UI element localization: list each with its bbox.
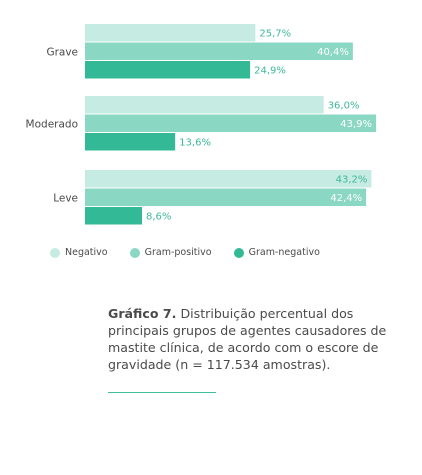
data-label-moderado-gram-positivo: 43,9% (340, 119, 372, 130)
legend-swatch-negativo (50, 247, 60, 258)
legend-label-gram-positivo: Gram-positivo (144, 247, 212, 258)
category-label-moderado: Moderado (26, 118, 78, 130)
legend-item-gram-negativo: Gram-negativo (233, 247, 320, 258)
bar-grave-gram-positivo (85, 42, 353, 60)
data-label-grave-negativo: 25,7% (259, 28, 291, 39)
data-label-moderado-gram-negativo: 13,6% (179, 137, 211, 148)
figure-caption: Gráfico 7. Distribuição percentual dos p… (108, 305, 408, 373)
legend-item-negativo: Negativo (50, 247, 108, 258)
legend-label-gram-negativo: Gram-negativo (248, 247, 320, 258)
legend-swatch-gram-negativo (233, 247, 244, 258)
data-label-leve-gram-negativo: 8,6% (146, 211, 171, 222)
bar-moderado-negativo (85, 96, 324, 114)
data-label-grave-gram-positivo: 40,4% (317, 47, 349, 58)
legend-item-gram-positivo: Gram-positivo (129, 247, 212, 258)
legend: Negativo Gram-positivo Gram-negativo (50, 247, 342, 258)
data-label-grave-gram-negativo: 24,9% (254, 65, 286, 76)
data-label-leve-gram-positivo: 42,4% (330, 193, 362, 204)
bar-chart: 25,7% 40,4% 24,9% Grave 36,0% 43,9% 13,6% Moder… (26, 24, 377, 225)
data-label-moderado-negativo: 36,0% (328, 100, 360, 111)
legend-label-negativo: Negativo (65, 247, 108, 258)
bar-grave-gram-negativo (85, 61, 251, 79)
caption-number: Gráfico 7. (108, 306, 177, 321)
legend-swatch-gram-positivo (129, 247, 140, 258)
data-label-leve-negativo: 43,2% (336, 174, 368, 185)
category-label-leve: Leve (53, 192, 78, 204)
bar-leve-gram-negativo (85, 207, 143, 225)
bar-leve-negativo (85, 170, 372, 188)
caption-divider (108, 392, 216, 393)
bar-grave-negativo (85, 24, 256, 42)
category-label-grave: Grave (46, 46, 78, 58)
caption-text: Distribuição percentual dos principais g… (108, 306, 387, 372)
bar-moderado-gram-positivo (85, 114, 377, 132)
bar-moderado-gram-negativo (85, 133, 176, 151)
bar-leve-gram-positivo (85, 188, 367, 206)
